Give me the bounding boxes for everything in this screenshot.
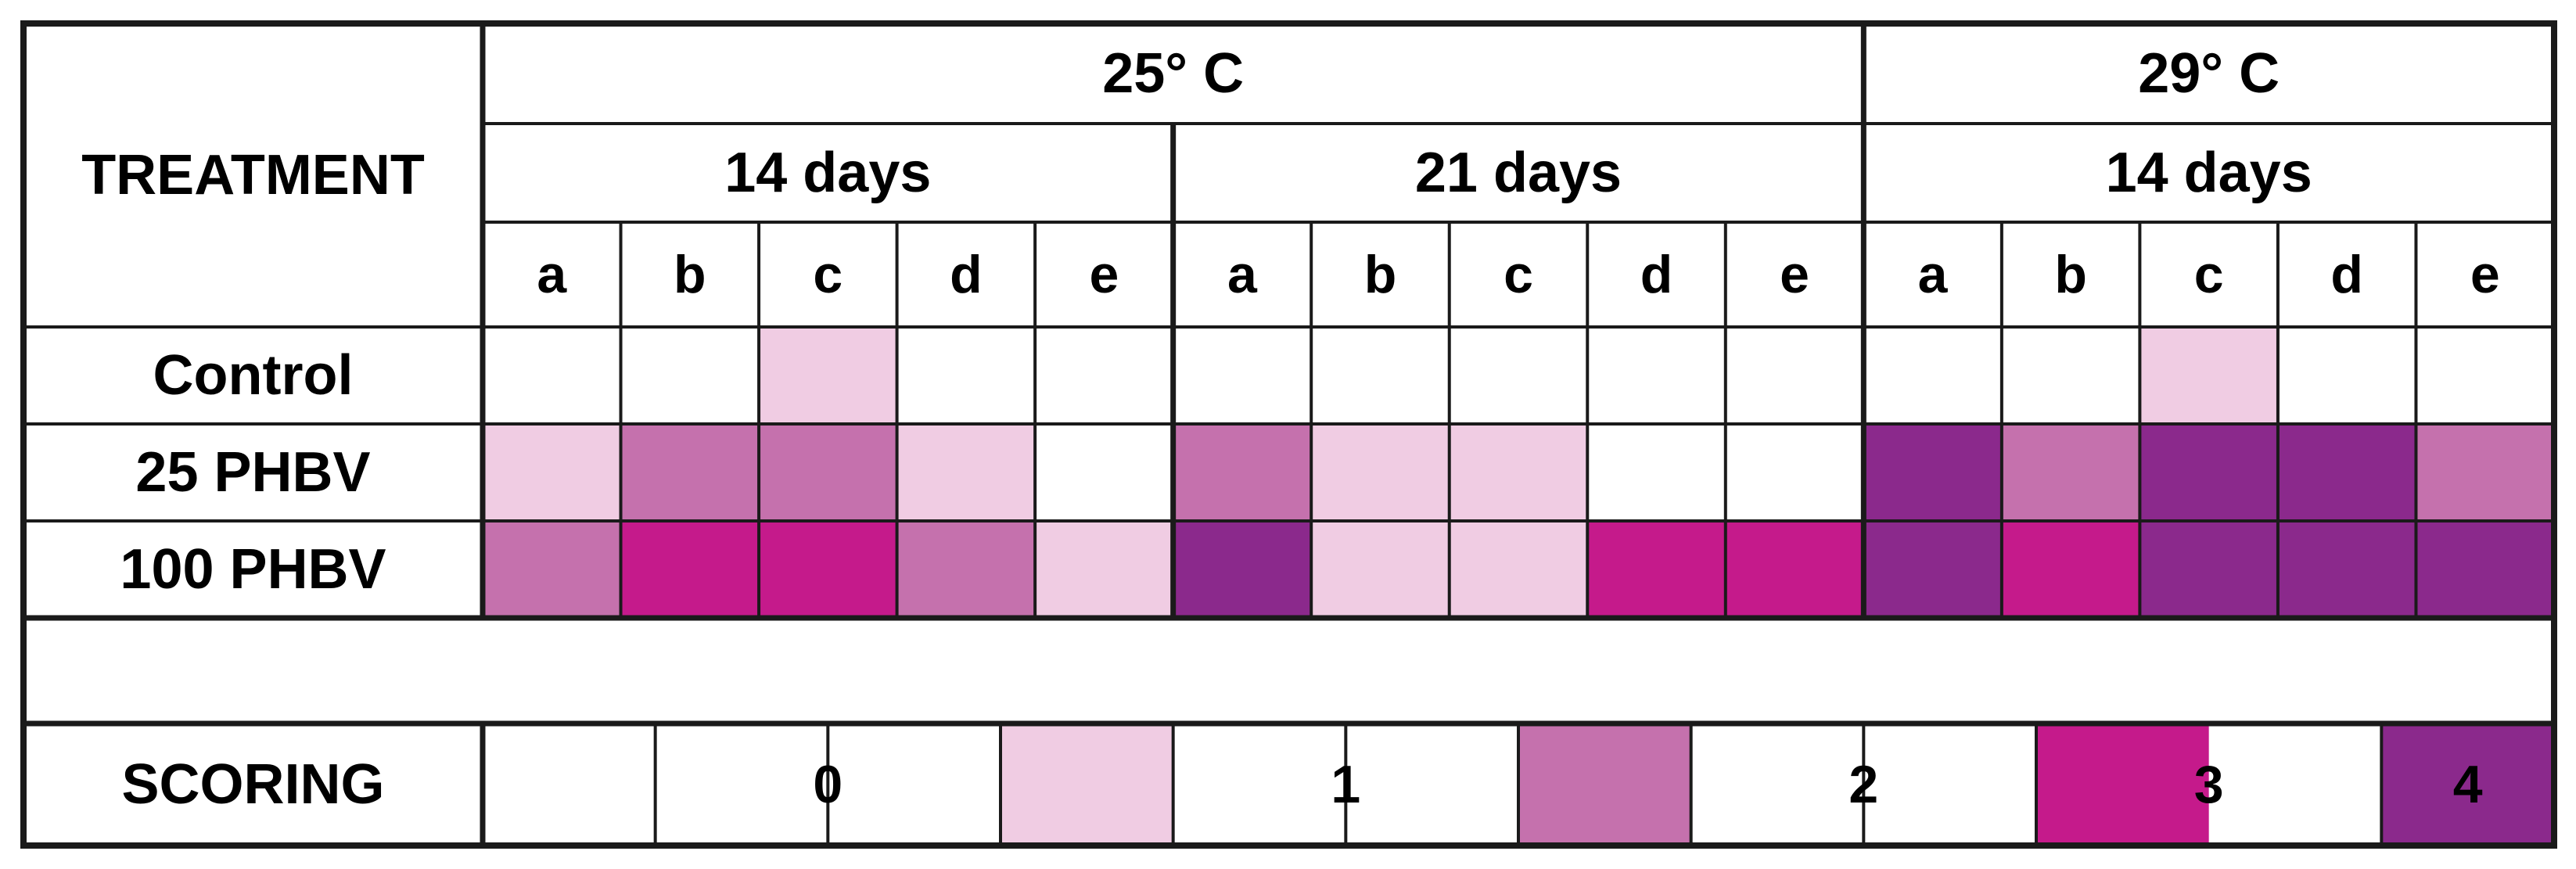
sample-label: a (1227, 245, 1258, 304)
sample-label: b (1364, 245, 1397, 304)
score-cell (759, 521, 897, 618)
score-value: 1 (1331, 755, 1360, 814)
score-cell (1725, 424, 1864, 521)
temperature-label: 29° C (2138, 42, 2280, 105)
scoring-label: SCORING (121, 753, 384, 816)
sample-label: d (950, 245, 983, 304)
treatment-row-label: 100 PHBV (120, 538, 386, 601)
score-value: 2 (1848, 755, 1878, 814)
period-label: 14 days (2106, 142, 2312, 204)
treatment-row-label: 25 PHBV (135, 441, 370, 504)
period-label: 21 days (1415, 142, 1622, 204)
score-value: 4 (2453, 755, 2483, 814)
score-cell (1449, 521, 1588, 618)
score-cell (2277, 424, 2416, 521)
scoring-swatch (2036, 724, 2209, 846)
table-border (20, 20, 2557, 849)
score-cell (2416, 521, 2554, 618)
scoring-swatch (1518, 724, 1691, 846)
score-cell (1863, 327, 2002, 424)
score-cell (1449, 424, 1588, 521)
score-cell (2001, 521, 2140, 618)
sample-label: a (537, 245, 567, 304)
score-cell (1173, 327, 1312, 424)
score-cell (1035, 521, 1173, 618)
score-cell (620, 521, 760, 618)
score-cell (2001, 424, 2140, 521)
score-cell (1311, 327, 1450, 424)
score-cell (1311, 424, 1450, 521)
score-cell (1173, 424, 1312, 521)
score-cell (1725, 327, 1864, 424)
score-cell (1449, 327, 1588, 424)
score-cell (620, 424, 760, 521)
sample-label: b (2054, 245, 2087, 304)
score-cell (2139, 424, 2278, 521)
score-cell (2139, 327, 2278, 424)
score-cell (896, 327, 1036, 424)
score-value: 3 (2194, 755, 2224, 814)
score-cell (1173, 521, 1312, 618)
score-cell (759, 424, 897, 521)
period-label: 14 days (724, 142, 931, 204)
sample-label: d (2330, 245, 2363, 304)
score-cell (1863, 521, 2002, 618)
score-cell (2139, 521, 2278, 618)
sample-label: e (1780, 245, 1809, 304)
score-cell (483, 521, 621, 618)
sample-label: a (1918, 245, 1949, 304)
score-cell (2416, 424, 2554, 521)
scoring-swatch (2381, 724, 2554, 846)
sample-label: d (1640, 245, 1673, 304)
treatment-header: TREATMENT (81, 144, 425, 206)
sample-label: c (1504, 245, 1533, 304)
sample-label: e (2470, 245, 2500, 304)
temperature-label: 25° C (1102, 42, 1244, 105)
score-cell (483, 424, 621, 521)
sample-label: c (2194, 245, 2224, 304)
score-cell (896, 424, 1036, 521)
score-cell (1587, 424, 1726, 521)
score-cell (2416, 327, 2554, 424)
score-cell (1035, 327, 1173, 424)
treatment-row-label: Control (153, 344, 354, 407)
score-cell (1587, 327, 1726, 424)
sample-label: b (674, 245, 706, 304)
score-value: 0 (813, 755, 842, 814)
score-cell (759, 327, 897, 424)
score-cell (1587, 521, 1726, 618)
score-cell (2001, 327, 2140, 424)
score-cell (1863, 424, 2002, 521)
sample-label: e (1089, 245, 1119, 304)
score-cell (2277, 521, 2416, 618)
score-cell (2277, 327, 2416, 424)
scoring-swatch (1001, 724, 1173, 846)
sample-label: c (813, 245, 842, 304)
score-cell (896, 521, 1036, 618)
score-cell (620, 327, 760, 424)
score-cell (1311, 521, 1450, 618)
score-cell (483, 327, 621, 424)
score-cell (1725, 521, 1864, 618)
score-cell (1035, 424, 1173, 521)
